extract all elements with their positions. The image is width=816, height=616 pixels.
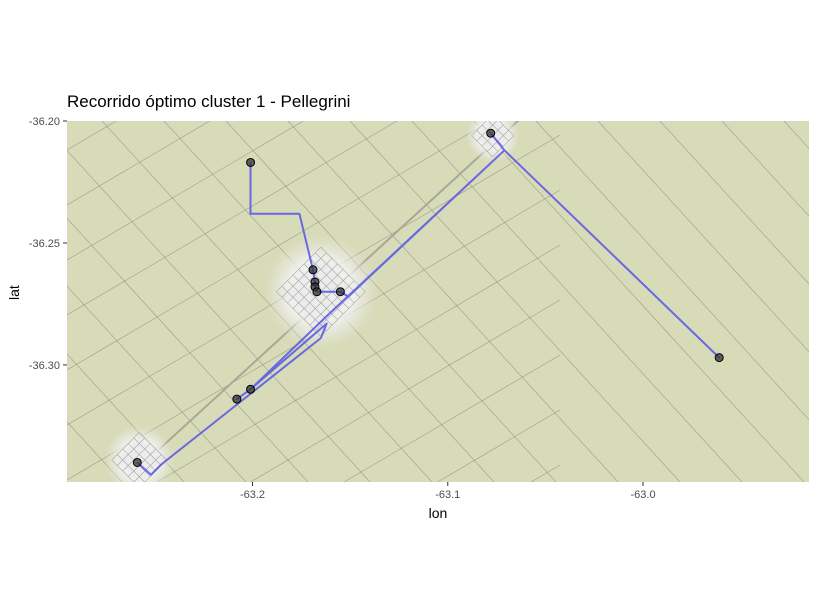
x-tick-label: -63.2 bbox=[240, 489, 265, 501]
rural-road bbox=[67, 217, 309, 482]
rural-road bbox=[437, 409, 561, 482]
point-2 bbox=[308, 265, 318, 275]
rural-road bbox=[67, 121, 304, 261]
rural-road bbox=[67, 0, 560, 95]
point-5 bbox=[312, 287, 322, 297]
map-background bbox=[67, 121, 809, 482]
rural-road bbox=[349, 121, 681, 482]
point-6 bbox=[335, 287, 345, 297]
y-tick-label: -36.30 bbox=[29, 360, 60, 372]
rural-road bbox=[473, 121, 805, 482]
rural-road bbox=[411, 121, 743, 482]
point-7 bbox=[486, 128, 496, 138]
x-axis-label: lon bbox=[428, 505, 448, 521]
rural-road bbox=[597, 121, 809, 353]
rural-road bbox=[67, 121, 211, 206]
x-tick-label: -63.1 bbox=[435, 489, 460, 501]
x-tick-label: -63.0 bbox=[630, 489, 655, 501]
rural-road bbox=[530, 464, 561, 482]
point-11 bbox=[132, 457, 142, 467]
rural-road bbox=[156, 244, 561, 482]
plot-title: Recorrido óptimo cluster 1 - Pellegrini bbox=[67, 92, 351, 111]
rural-road bbox=[225, 121, 557, 482]
y-axis-ticks: -36.20 -36.25 -36.30 bbox=[29, 116, 67, 372]
rural-road bbox=[67, 353, 185, 482]
rural-road bbox=[67, 150, 371, 482]
rural-road bbox=[67, 0, 560, 40]
rural-road bbox=[67, 520, 560, 616]
rural-road bbox=[250, 299, 561, 482]
rural-road bbox=[343, 354, 561, 482]
point-1 bbox=[246, 157, 256, 167]
rural-road bbox=[67, 285, 247, 482]
y-tick-label: -36.25 bbox=[29, 238, 60, 250]
points-layer bbox=[132, 128, 724, 467]
point-10 bbox=[232, 394, 242, 404]
rural-road bbox=[721, 121, 809, 217]
rural-road bbox=[67, 575, 560, 616]
x-axis-ticks: -63.2 -63.1 -63.0 bbox=[240, 482, 656, 501]
rural-road bbox=[67, 121, 398, 316]
rural-road bbox=[0, 121, 60, 482]
y-tick-label: -36.20 bbox=[29, 116, 60, 128]
point-8 bbox=[714, 353, 724, 363]
rural-road bbox=[287, 121, 619, 482]
rural-road bbox=[659, 121, 809, 285]
rural-road bbox=[535, 121, 809, 421]
point-9 bbox=[246, 384, 256, 394]
